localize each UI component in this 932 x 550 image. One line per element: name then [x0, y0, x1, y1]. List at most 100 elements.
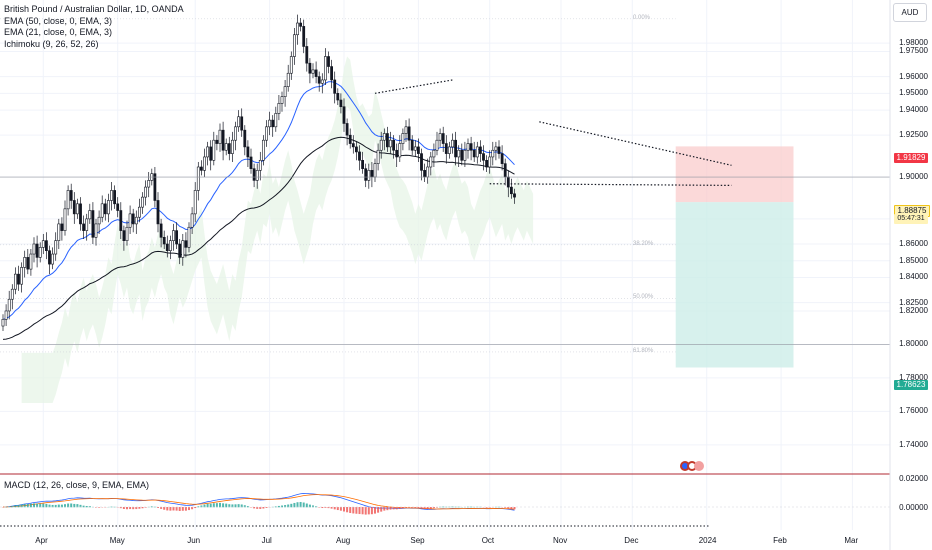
macd-histogram-bar — [426, 507, 429, 509]
macd-histogram-bar — [262, 507, 265, 509]
macd-histogram-bar — [429, 507, 432, 509]
candle — [7, 298, 11, 312]
candle — [240, 116, 244, 131]
macd-histogram-bar — [73, 503, 76, 508]
price-tick: 1.82500 — [899, 297, 928, 307]
candle — [435, 139, 439, 151]
events-icon[interactable] — [679, 460, 705, 472]
macd-histogram-bar — [336, 507, 339, 511]
time-tick: 2024 — [698, 536, 717, 545]
macd-histogram-bar — [70, 503, 73, 508]
candle — [14, 273, 17, 290]
candle — [302, 26, 306, 47]
macd-histogram-bar — [256, 507, 259, 509]
candle — [271, 119, 275, 128]
macd-histogram-bar — [203, 504, 206, 508]
candle — [4, 310, 8, 320]
candle — [438, 133, 442, 141]
candle — [10, 288, 14, 300]
candle — [249, 156, 253, 169]
candle — [429, 156, 433, 168]
candle — [258, 159, 262, 171]
macd-histogram-bar — [144, 507, 147, 508]
legend-ichimoku[interactable]: Ichimoku (9, 26, 52, 26) — [4, 38, 99, 49]
macd-histogram-bar — [122, 507, 125, 509]
time-tick: Aug — [336, 536, 351, 545]
macd-histogram-bar — [110, 506, 113, 508]
macd-histogram-bar — [200, 505, 203, 508]
candle — [358, 151, 361, 161]
macd-histogram-bar — [243, 505, 246, 508]
candle — [190, 213, 194, 228]
price-tick: 1.90000 — [899, 172, 928, 182]
price-tick: 1.98000 — [899, 38, 928, 48]
macd-histogram-bar — [222, 503, 225, 508]
legend-ema21[interactable]: EMA (21, close, 0, EMA, 3) — [4, 27, 113, 37]
candle — [286, 72, 290, 87]
legend-ema50[interactable]: EMA (50, close, 0, EMA, 3) — [4, 15, 113, 26]
candle — [72, 200, 76, 215]
macd-histogram-bar — [212, 503, 215, 508]
candle — [488, 156, 492, 168]
fib-label: 38.20% — [633, 240, 654, 247]
macd-histogram-bar — [240, 504, 243, 508]
candle — [395, 149, 399, 158]
macd-histogram-bar — [277, 505, 280, 508]
macd-histogram-bar — [352, 507, 355, 514]
macd-histogram-bar — [507, 507, 510, 509]
candle — [401, 133, 405, 144]
candle — [144, 186, 148, 198]
macd-histogram-bar — [253, 507, 256, 509]
candle — [299, 22, 303, 27]
macd-histogram-bar — [513, 507, 516, 510]
candle — [404, 126, 408, 134]
candle — [289, 56, 293, 74]
candle — [29, 253, 33, 270]
macd-histogram-bar — [160, 507, 163, 509]
macd-histogram-bar — [48, 504, 51, 508]
macd-histogram-bar — [33, 503, 35, 508]
macd-histogram-bar — [284, 505, 287, 508]
macd-histogram-bar — [411, 507, 414, 508]
candle — [342, 106, 346, 124]
candle — [333, 79, 337, 94]
candle — [206, 146, 210, 158]
macd-histogram-bar — [361, 507, 364, 515]
candle — [35, 243, 39, 258]
candle — [100, 203, 104, 218]
price-tick: 1.76000 — [899, 406, 928, 416]
macd-histogram-bar — [194, 507, 197, 509]
candle — [305, 46, 309, 64]
macd-histogram-bar — [135, 507, 138, 510]
candle — [367, 170, 371, 181]
fib-label: 50.00% — [633, 294, 654, 301]
macd-histogram-bar — [17, 504, 20, 508]
candle — [345, 123, 349, 136]
macd-histogram-bar — [42, 503, 45, 508]
macd-tick: 0.00000 — [899, 503, 928, 512]
macd-histogram-bar — [494, 506, 497, 508]
candle — [457, 149, 461, 158]
price-tick: 1.92500 — [899, 130, 928, 140]
macd-histogram-bar — [64, 504, 66, 508]
currency-button[interactable]: AUD — [893, 3, 927, 22]
legend-macd[interactable]: MACD (12, 26, close, 9, EMA, EMA) — [4, 480, 150, 490]
macd-histogram-bar — [308, 504, 311, 508]
candle — [17, 273, 20, 285]
candle — [138, 206, 141, 218]
candle — [475, 146, 479, 158]
macd-histogram-bar — [389, 507, 392, 510]
candle — [503, 163, 507, 178]
candle — [175, 230, 179, 245]
trend-line — [374, 79, 453, 94]
macd-histogram-bar — [175, 507, 178, 511]
candle — [218, 129, 222, 144]
macd-histogram-bar — [11, 505, 14, 508]
macd-histogram-bar — [129, 507, 132, 510]
candle — [187, 226, 191, 248]
candle — [94, 223, 98, 238]
macd-histogram-bar — [370, 507, 373, 515]
resistance-line — [539, 121, 732, 166]
candle — [221, 129, 225, 151]
